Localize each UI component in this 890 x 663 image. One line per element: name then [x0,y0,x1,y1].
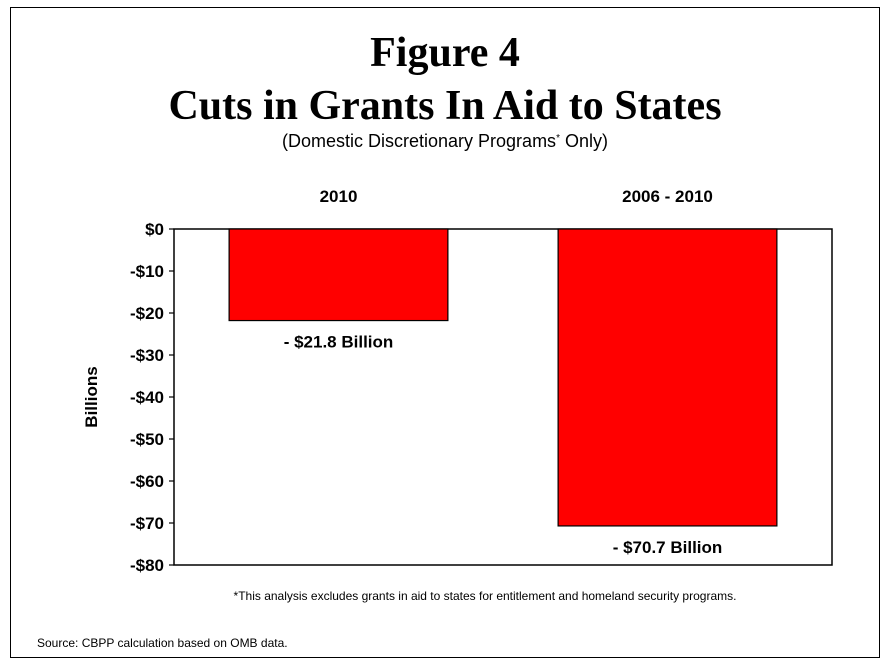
subtitle-asterisk: * [556,133,560,144]
footnote: *This analysis excludes grants in aid to… [233,589,737,603]
y-tick-label: -$40 [130,388,164,407]
chart-subtitle: (Domestic Discretionary Programs* Only) [0,131,890,152]
y-tick-label: -$50 [130,430,164,449]
bar [228,228,449,322]
y-tick-label: -$70 [130,514,164,533]
y-tick-label: -$20 [130,304,164,323]
data-label: - $70.7 Billion [613,538,723,557]
category-label: 2010 [320,187,358,206]
y-tick-label: -$30 [130,346,164,365]
chart-title: Cuts in Grants In Aid to States [168,83,722,129]
y-tick-label: -$10 [130,262,164,281]
y-axis-title: Billions [82,366,101,427]
source-note: Source: CBPP calculation based on OMB da… [37,636,288,650]
category-label: 2006 - 2010 [622,187,713,206]
figure-number: Figure 4 [370,30,520,76]
bar [557,228,778,527]
y-tick-label: -$60 [130,472,164,491]
subtitle-text: (Domestic Discretionary Programs [282,131,557,151]
subtitle-text-end: Only) [559,131,608,151]
y-tick-label: -$80 [130,556,164,575]
y-tick-label: $0 [145,220,164,239]
data-label: - $21.8 Billion [284,333,394,352]
